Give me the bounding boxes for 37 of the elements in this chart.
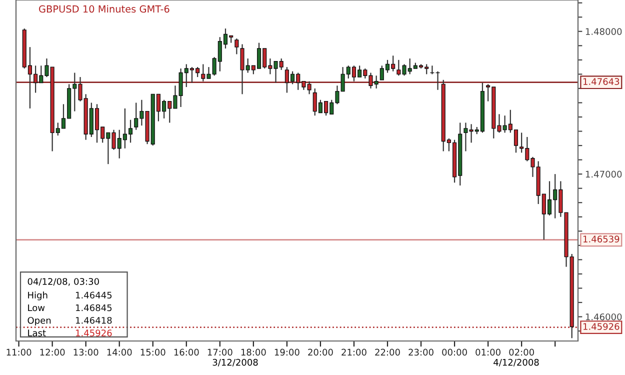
x-tick-label: 23:00 — [408, 348, 434, 356]
annotation: 1.46845 — [76, 304, 112, 312]
annotation: 04/12/08, 03:30 — [28, 278, 99, 286]
candlestick — [464, 122, 468, 152]
annotation: 1.45926 — [76, 330, 112, 336]
x-tick-label: 18:00 — [241, 348, 266, 356]
ref-line-label: 1.46539 — [583, 236, 620, 242]
x-tick-label: 21:00 — [342, 348, 366, 356]
annotation: 1.46445 — [76, 292, 112, 299]
candlestick — [234, 38, 239, 55]
ref-line-label: 1.45926 — [583, 323, 620, 330]
x-tick-label: 15:00 — [140, 348, 166, 356]
y-tick-label: 1.46000 — [586, 313, 622, 320]
x-tick-label: 01:00 — [476, 348, 500, 356]
y-tick-label: 1.47000 — [586, 170, 622, 178]
annotation: Low — [28, 304, 45, 312]
x-tick-label: 13:00 — [74, 348, 98, 356]
chart-title: GBPUSD 10 Minutes GMT-6 — [39, 5, 170, 13]
x-tick-label: 14:00 — [107, 348, 132, 356]
x-tick-label: 02:00 — [509, 348, 534, 356]
candlestick — [307, 80, 312, 95]
y-tick-label: 1.48000 — [586, 28, 622, 35]
text: 3/12/2008 — [212, 358, 258, 366]
annotation: 1.46418 — [76, 316, 112, 324]
x-tick-label: 00:00 — [442, 348, 467, 356]
x-tick-label: 20:00 — [308, 348, 333, 356]
annotation: High — [28, 292, 48, 300]
text: 4/12/2008 — [494, 358, 539, 366]
ref-line-label: 1.47643 — [583, 78, 620, 85]
x-tick-label: 17:00 — [208, 348, 232, 356]
annotation: Open — [28, 316, 51, 326]
x-tick-label: 22:00 — [375, 348, 400, 356]
x-tick-label: 11:00 — [6, 348, 32, 356]
annotation: Last — [28, 330, 46, 336]
x-tick-label: 16:00 — [174, 348, 199, 356]
x-tick-label: 19:00 — [274, 348, 300, 356]
x-tick-label: 12:00 — [40, 348, 65, 356]
